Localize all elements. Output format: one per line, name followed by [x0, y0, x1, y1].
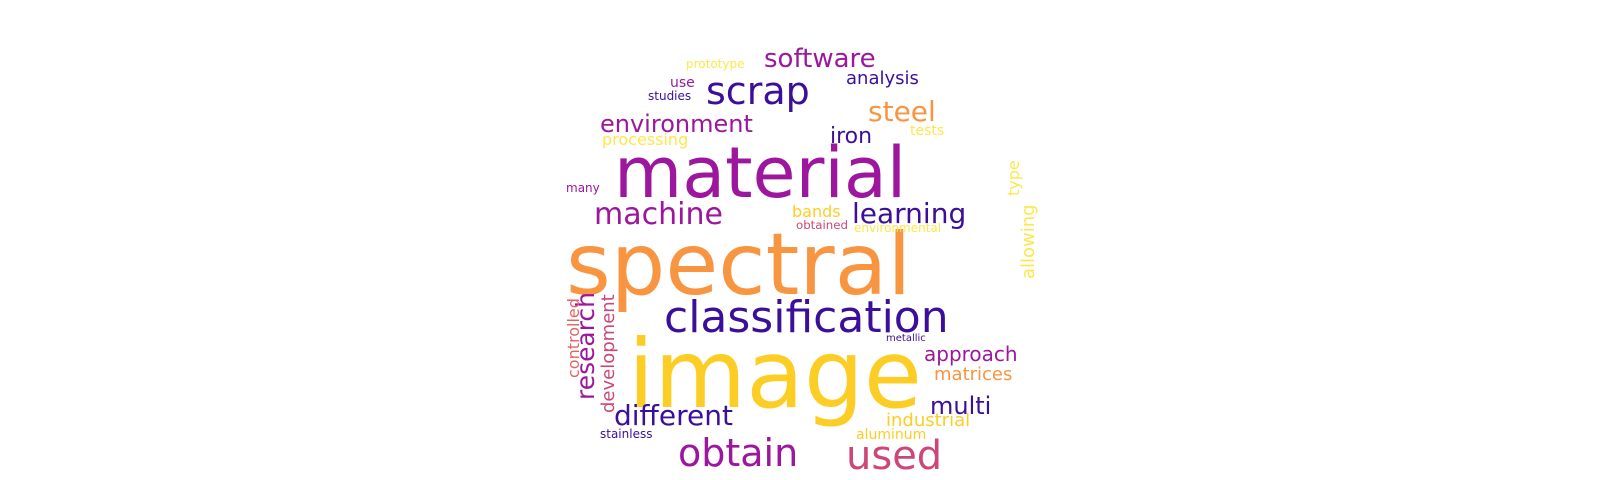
- word-prototype: prototype: [686, 57, 745, 71]
- word-metallic: metallic: [886, 333, 926, 344]
- word-environment: environment: [600, 110, 753, 138]
- word-machine: machine: [594, 197, 723, 232]
- word-spectral: spectral: [566, 215, 912, 315]
- word-image: image: [628, 320, 922, 430]
- word-material: material: [614, 132, 907, 214]
- word-scrap: scrap: [706, 69, 810, 113]
- word-used: used: [846, 433, 943, 479]
- word-matrices: matrices: [934, 364, 1013, 385]
- word-studies: studies: [648, 89, 692, 103]
- word-aluminum: aluminum: [856, 427, 927, 443]
- word-tests: tests: [910, 123, 945, 139]
- word-type: type: [1004, 160, 1023, 196]
- word-multi: multi: [930, 392, 992, 420]
- word-obtained: obtained: [796, 218, 848, 232]
- word-use: use: [670, 75, 695, 91]
- word-learning: learning: [852, 197, 967, 230]
- word-stainless: stainless: [600, 427, 653, 441]
- word-development: development: [598, 294, 619, 413]
- word-processing: processing: [602, 130, 689, 149]
- word-many: many: [566, 181, 600, 195]
- word-iron: iron: [830, 124, 873, 149]
- word-steel: steel: [868, 95, 936, 128]
- word-environmental: environmental: [854, 221, 942, 235]
- word-industrial: industrial: [886, 410, 971, 431]
- word-classification: classification: [664, 292, 949, 343]
- word-approach: approach: [924, 342, 1018, 366]
- word-obtain: obtain: [678, 431, 799, 475]
- word-software: software: [764, 44, 876, 74]
- word-allowing: allowing: [1018, 204, 1039, 279]
- word-controlled: controlled: [564, 298, 583, 378]
- word-different: different: [614, 399, 733, 432]
- word-bands: bands: [792, 202, 841, 221]
- word-analysis: analysis: [846, 68, 919, 89]
